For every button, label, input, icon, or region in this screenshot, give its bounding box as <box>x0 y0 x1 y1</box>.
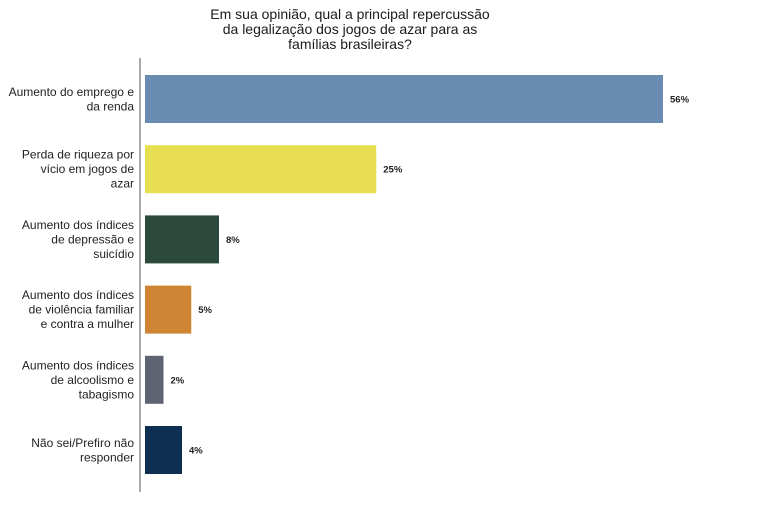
value-label-0: 56% <box>670 95 690 106</box>
category-label-2: Aumento dos índices de depressão e suicídi… <box>22 218 134 261</box>
bar-1 <box>145 145 377 194</box>
category-label-3: Aumento dos índices de violência familiar… <box>22 288 134 331</box>
bar-5 <box>145 426 182 474</box>
value-label-2: 8% <box>226 235 240 246</box>
category-label-5: Não sei/Prefiro não responder <box>31 436 134 465</box>
category-label-4: Aumento dos índices de alcoolismo e tabagi… <box>22 358 134 401</box>
category-labels-group: Aumento do emprego e da renda Perda de riq… <box>9 85 135 465</box>
bar-0 <box>145 75 663 123</box>
category-label-0: Aumento do emprego e da renda <box>9 85 135 114</box>
category-label-1: Perda de riqueza por vício em jogos de aza… <box>22 148 134 191</box>
value-label-3: 5% <box>198 305 212 316</box>
bar-3 <box>145 285 192 334</box>
bar-4 <box>145 355 164 404</box>
value-label-4: 2% <box>171 375 185 386</box>
value-label-1: 25% <box>383 165 403 176</box>
value-label-5: 4% <box>189 446 203 457</box>
bars-group <box>145 75 663 474</box>
chart-title: Em sua opinião, qual a principal repercu… <box>210 6 490 52</box>
value-labels-group: 56% 25% 8% 5% 2% 4% <box>171 95 690 457</box>
bar-2 <box>145 215 219 264</box>
